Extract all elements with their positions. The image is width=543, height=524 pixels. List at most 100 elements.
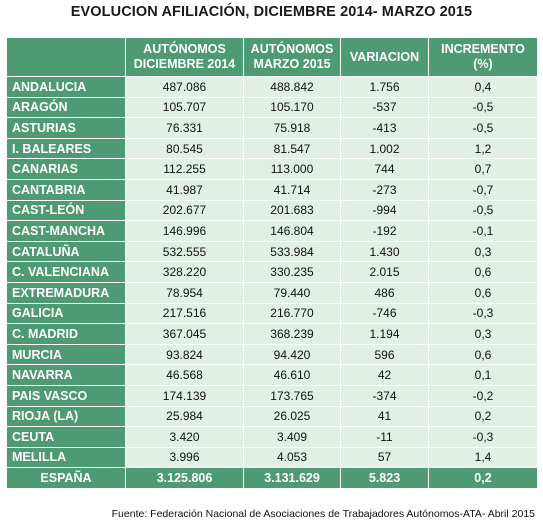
row-incremento: 0,3 bbox=[428, 240, 538, 263]
table-row: RIOJA (LA) 25.984 26.025 41 0,2 bbox=[6, 405, 538, 428]
row-region: CAST-LEÓN bbox=[6, 199, 126, 222]
row-dic2014: 112.255 bbox=[125, 158, 244, 180]
row-variacion: 486 bbox=[340, 281, 429, 304]
row-dic2014: 76.331 bbox=[125, 117, 244, 139]
row-region: MURCIA bbox=[6, 343, 126, 366]
row-variacion: 1.002 bbox=[340, 137, 429, 160]
row-mar2015: 75.918 bbox=[243, 117, 341, 139]
total-incremento: 0,2 bbox=[428, 467, 538, 490]
row-mar2015: 173.765 bbox=[243, 384, 341, 407]
row-dic2014: 217.516 bbox=[125, 302, 244, 325]
header-mar2015: AUTÓNOMOS MARZO 2015 bbox=[243, 37, 341, 77]
row-mar2015: 79.440 bbox=[243, 281, 341, 304]
row-incremento: 0,3 bbox=[428, 323, 538, 345]
row-region: I. BALEARES bbox=[6, 137, 126, 160]
row-mar2015: 201.683 bbox=[243, 199, 341, 222]
row-region: NAVARRA bbox=[6, 364, 126, 386]
row-variacion: -374 bbox=[340, 384, 429, 407]
row-variacion: -192 bbox=[340, 220, 429, 242]
header-corner bbox=[6, 37, 126, 77]
row-region: CEUTA bbox=[6, 426, 126, 448]
row-mar2015: 4.053 bbox=[243, 446, 341, 469]
row-variacion: -273 bbox=[340, 178, 429, 201]
row-variacion: 1.194 bbox=[340, 323, 429, 345]
row-region: CANTABRIA bbox=[6, 178, 126, 201]
total-dic2014: 3.125.806 bbox=[125, 467, 244, 490]
row-incremento: 1,2 bbox=[428, 137, 538, 160]
row-mar2015: 216.770 bbox=[243, 302, 341, 325]
header-dic2014-line2: DICIEMBRE 2014 bbox=[133, 57, 236, 71]
row-dic2014: 80.545 bbox=[125, 137, 244, 160]
row-variacion: -746 bbox=[340, 302, 429, 325]
row-incremento: 0,6 bbox=[428, 281, 538, 304]
table-row: CAST-MANCHA 146.996 146.804 -192 -0,1 bbox=[6, 220, 538, 242]
row-region: CAST-MANCHA bbox=[6, 220, 126, 242]
row-variacion: -11 bbox=[340, 426, 429, 448]
row-dic2014: 41.987 bbox=[125, 178, 244, 201]
row-incremento: 0,1 bbox=[428, 364, 538, 386]
row-incremento: -0,5 bbox=[428, 117, 538, 139]
row-mar2015: 368.239 bbox=[243, 323, 341, 345]
row-incremento: -0,7 bbox=[428, 178, 538, 201]
row-mar2015: 46.610 bbox=[243, 364, 341, 386]
header-incremento-line1: INCREMENTO bbox=[441, 42, 525, 56]
table-row: GALICIA 217.516 216.770 -746 -0,3 bbox=[6, 302, 538, 325]
row-mar2015: 113.000 bbox=[243, 158, 341, 180]
row-mar2015: 533.984 bbox=[243, 240, 341, 263]
row-mar2015: 3.409 bbox=[243, 426, 341, 448]
row-region: RIOJA (LA) bbox=[6, 405, 126, 428]
header-dic2014-line1: AUTÓNOMOS bbox=[143, 42, 226, 56]
row-incremento: -0,5 bbox=[428, 96, 538, 119]
row-dic2014: 3.420 bbox=[125, 426, 244, 448]
table-title: EVOLUCION AFILIACIÓN, DICIEMBRE 2014- MA… bbox=[70, 4, 473, 20]
total-variacion: 5.823 bbox=[340, 467, 429, 490]
row-region: PAIS VASCO bbox=[6, 384, 126, 407]
row-mar2015: 41.714 bbox=[243, 178, 341, 201]
header-variacion: VARIACION bbox=[340, 37, 429, 77]
table-row: C. VALENCIANA 328.220 330.235 2.015 0,6 bbox=[6, 261, 538, 283]
table-row: CANARIAS 112.255 113.000 744 0,7 bbox=[6, 158, 538, 180]
row-dic2014: 487.086 bbox=[125, 76, 244, 98]
source-note: Fuente: Federación Nacional de Asociacio… bbox=[111, 508, 535, 520]
table-row: CEUTA 3.420 3.409 -11 -0,3 bbox=[6, 426, 538, 448]
row-dic2014: 532.555 bbox=[125, 240, 244, 263]
row-incremento: 0,6 bbox=[428, 261, 538, 283]
header-mar2015-line1: AUTÓNOMOS bbox=[250, 42, 334, 56]
row-dic2014: 202.677 bbox=[125, 199, 244, 222]
row-dic2014: 328.220 bbox=[125, 261, 244, 283]
row-incremento: -0,3 bbox=[428, 302, 538, 325]
row-variacion: 1.756 bbox=[340, 76, 429, 98]
row-region: C. MADRID bbox=[6, 323, 126, 345]
table-row: ARAGÓN 105.707 105.170 -537 -0,5 bbox=[6, 96, 538, 119]
total-mar2015: 3.131.629 bbox=[243, 467, 341, 490]
row-mar2015: 81.547 bbox=[243, 137, 341, 160]
row-mar2015: 26.025 bbox=[243, 405, 341, 428]
row-dic2014: 78.954 bbox=[125, 281, 244, 304]
row-dic2014: 46.568 bbox=[125, 364, 244, 386]
row-dic2014: 367.045 bbox=[125, 323, 244, 345]
table-row: I. BALEARES 80.545 81.547 1.002 1,2 bbox=[6, 137, 538, 160]
row-incremento: 0,2 bbox=[428, 405, 538, 428]
row-variacion: 42 bbox=[340, 364, 429, 386]
table-header-row: AUTÓNOMOS DICIEMBRE 2014 AUTÓNOMOS MARZO… bbox=[6, 37, 538, 77]
row-mar2015: 146.804 bbox=[243, 220, 341, 242]
row-incremento: 0,6 bbox=[428, 343, 538, 366]
row-incremento: -0,5 bbox=[428, 199, 538, 222]
row-dic2014: 3.996 bbox=[125, 446, 244, 469]
row-dic2014: 174.139 bbox=[125, 384, 244, 407]
table-row: NAVARRA 46.568 46.610 42 0,1 bbox=[6, 364, 538, 386]
row-region: C. VALENCIANA bbox=[6, 261, 126, 283]
row-mar2015: 94.420 bbox=[243, 343, 341, 366]
row-variacion: 2.015 bbox=[340, 261, 429, 283]
row-region: MELILLA bbox=[6, 446, 126, 469]
row-dic2014: 146.996 bbox=[125, 220, 244, 242]
table-row: EXTREMADURA 78.954 79.440 486 0,6 bbox=[6, 281, 538, 304]
row-region: GALICIA bbox=[6, 302, 126, 325]
row-region: ANDALUCIA bbox=[6, 76, 126, 98]
row-mar2015: 488.842 bbox=[243, 76, 341, 98]
row-variacion: 744 bbox=[340, 158, 429, 180]
table-row: ASTURIAS 76.331 75.918 -413 -0,5 bbox=[6, 117, 538, 139]
row-variacion: 1.430 bbox=[340, 240, 429, 263]
row-variacion: 57 bbox=[340, 446, 429, 469]
table-row: MURCIA 93.824 94.420 596 0,6 bbox=[6, 343, 538, 366]
